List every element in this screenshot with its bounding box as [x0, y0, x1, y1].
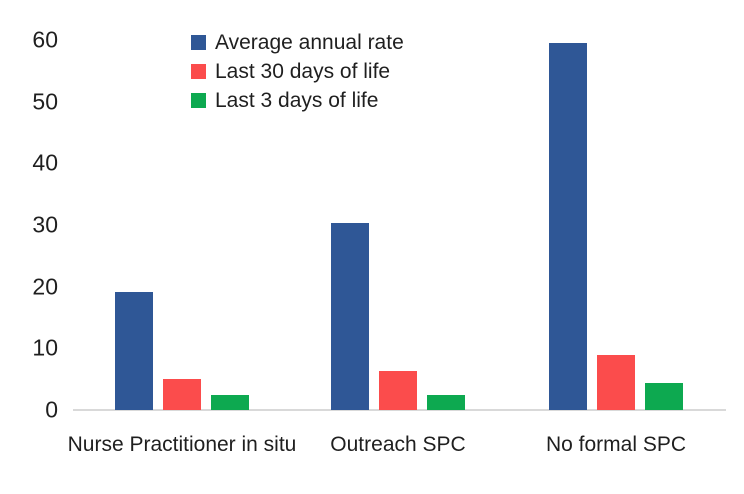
- bar: [379, 371, 417, 410]
- y-axis-tick-label: 30: [32, 211, 58, 238]
- x-axis-category-label: No formal SPC: [545, 433, 687, 456]
- x-axis-line: [73, 409, 726, 411]
- y-axis-tick-label: 10: [32, 334, 58, 361]
- legend-item: Average annual rate: [191, 31, 404, 54]
- bar: [645, 383, 683, 410]
- legend-label: Average annual rate: [215, 31, 404, 54]
- bar: [163, 379, 201, 410]
- bar: [115, 292, 153, 410]
- y-axis-tick-label: 40: [32, 149, 58, 176]
- y-axis-tick-label: 60: [32, 26, 58, 53]
- y-axis-tick-label: 50: [32, 88, 58, 115]
- legend-item: Last 3 days of life: [191, 89, 404, 112]
- legend-label: Last 30 days of life: [215, 60, 391, 83]
- bar: [597, 355, 635, 410]
- bar-group: [549, 43, 683, 410]
- y-axis-tick-label: 20: [32, 273, 58, 300]
- legend-swatch-icon: [191, 93, 206, 108]
- legend-swatch-icon: [191, 64, 206, 79]
- x-axis-category-label: Outreach SPC: [330, 433, 466, 456]
- bar: [549, 43, 587, 410]
- bar: [211, 395, 249, 410]
- x-axis-category-label: Nurse Practitioner in situ: [67, 433, 297, 456]
- bar-group: [331, 223, 465, 410]
- legend-swatch-icon: [191, 35, 206, 50]
- y-axis-tick-label: 0: [45, 396, 58, 423]
- bar: [331, 223, 369, 410]
- chart-legend: Average annual rate Last 30 days of life L…: [191, 31, 404, 112]
- legend-item: Last 30 days of life: [191, 60, 404, 83]
- bar-group: [115, 292, 249, 410]
- bar: [427, 395, 465, 410]
- legend-label: Last 3 days of life: [215, 89, 379, 112]
